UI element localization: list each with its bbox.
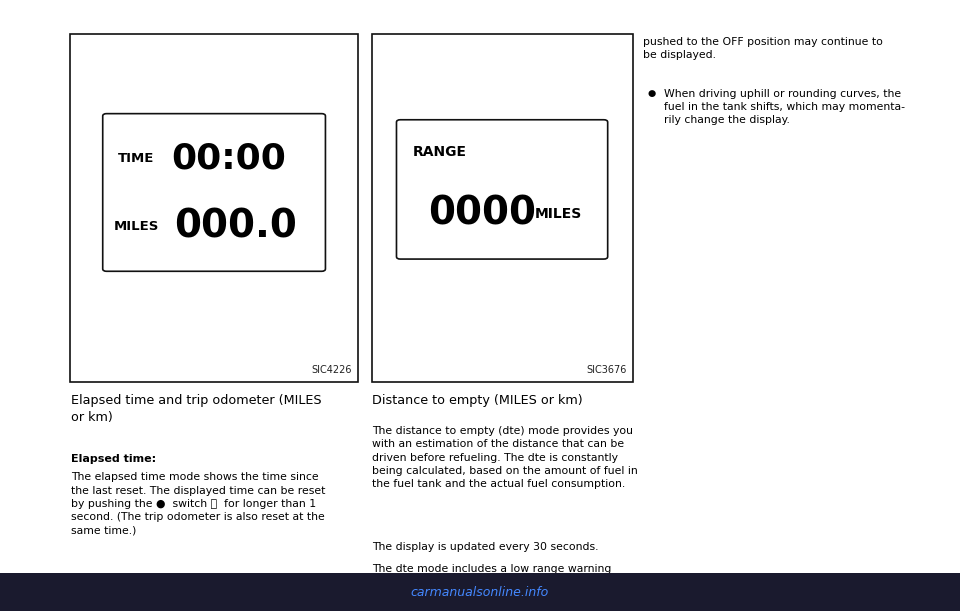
FancyBboxPatch shape bbox=[70, 34, 358, 382]
Text: Trip odometer:: Trip odometer: bbox=[71, 588, 163, 598]
Text: Instruments and controls   2-25: Instruments and controls 2-25 bbox=[752, 589, 946, 599]
Text: 0000: 0000 bbox=[428, 195, 536, 233]
Text: SIC4226: SIC4226 bbox=[312, 365, 352, 375]
Text: 00:00: 00:00 bbox=[172, 142, 287, 176]
Text: The trip odometer mode shows the total
distance the vehicle has been driven sinc: The trip odometer mode shows the total d… bbox=[71, 606, 325, 611]
Text: When driving uphill or rounding curves, the
fuel in the tank shifts, which may m: When driving uphill or rounding curves, … bbox=[664, 89, 905, 125]
Text: RANGE: RANGE bbox=[413, 145, 467, 159]
Text: MILES: MILES bbox=[535, 207, 582, 221]
Text: pushed to the OFF position may continue to
be displayed.: pushed to the OFF position may continue … bbox=[643, 37, 883, 60]
Text: The display is updated every 30 seconds.: The display is updated every 30 seconds. bbox=[372, 542, 599, 552]
Text: The distance to empty (dte) mode provides you
with an estimation of the distance: The distance to empty (dte) mode provide… bbox=[372, 426, 638, 489]
FancyBboxPatch shape bbox=[372, 34, 633, 382]
Text: The dte mode includes a low range warning
feature. If the fuel level is low, the: The dte mode includes a low range warnin… bbox=[372, 564, 619, 601]
Text: Distance to empty (MILES or km): Distance to empty (MILES or km) bbox=[372, 394, 583, 407]
FancyBboxPatch shape bbox=[0, 573, 960, 611]
Text: SIC3676: SIC3676 bbox=[587, 365, 627, 375]
Text: Elapsed time:: Elapsed time: bbox=[71, 454, 156, 464]
Text: Elapsed time and trip odometer (MILES
or km): Elapsed time and trip odometer (MILES or… bbox=[71, 394, 322, 423]
Text: ●: ● bbox=[647, 89, 656, 98]
Text: The elapsed time mode shows the time since
the last reset. The displayed time ca: The elapsed time mode shows the time sin… bbox=[71, 472, 325, 536]
Text: 000.0: 000.0 bbox=[174, 207, 297, 245]
FancyBboxPatch shape bbox=[103, 114, 325, 271]
Text: MILES: MILES bbox=[113, 219, 158, 233]
Text: carmanualsonline.info: carmanualsonline.info bbox=[411, 585, 549, 599]
FancyBboxPatch shape bbox=[396, 120, 608, 259]
Text: TIME: TIME bbox=[118, 152, 155, 166]
